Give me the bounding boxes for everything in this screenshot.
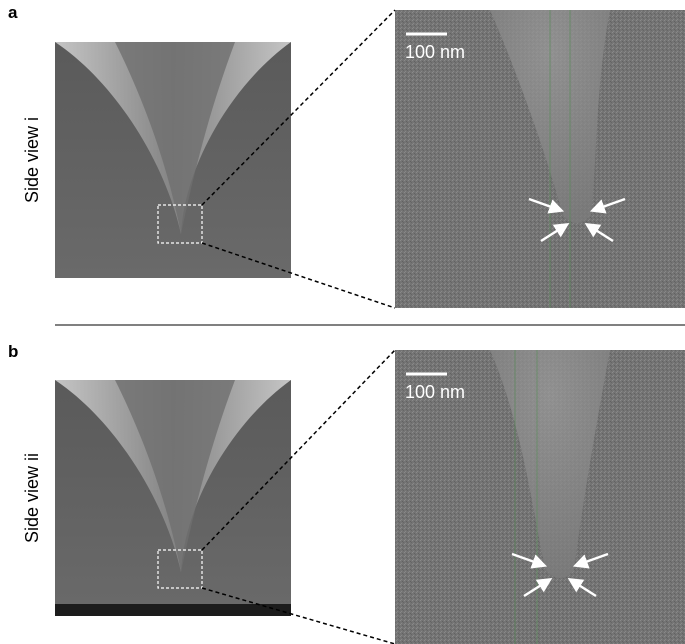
scale-bar-label: 100 nm	[405, 382, 465, 402]
panel-label: b	[8, 342, 18, 361]
side-label: Side view i	[22, 117, 42, 203]
base-strip	[55, 604, 291, 616]
side-label: Side view ii	[22, 453, 42, 543]
panel: b Side view ii 100 nm	[8, 342, 685, 644]
scale-bar-label: 100 nm	[405, 42, 465, 62]
figure: a Side view i 100 nm b Side view ii 100 nm	[0, 0, 685, 644]
panel: a Side view i 100 nm	[8, 3, 685, 308]
panel-label: a	[8, 3, 18, 22]
